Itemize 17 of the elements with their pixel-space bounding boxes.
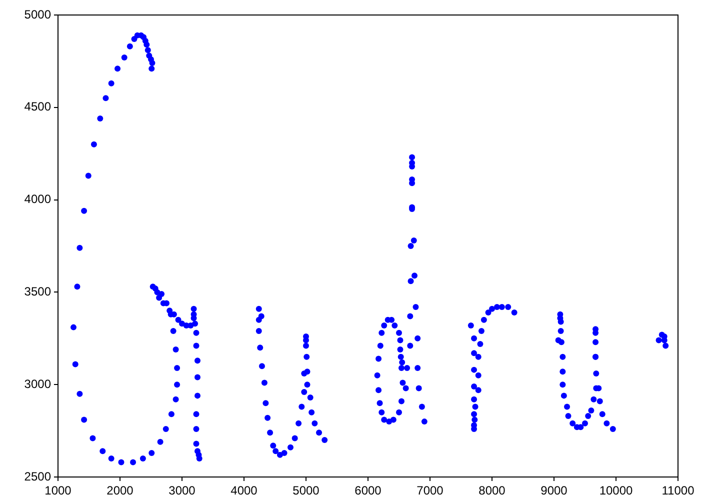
x-tick-label: 9000 [540, 484, 568, 498]
x-tick-label: 10000 [599, 484, 634, 498]
x-tick-label: 4000 [230, 484, 258, 498]
x-tick-label: 2000 [106, 484, 134, 498]
x-tick-label: 5000 [292, 484, 320, 498]
y-tick-label: 2500 [24, 469, 52, 484]
x-tick-label: 3000 [168, 484, 196, 498]
x-tick-label: 6000 [354, 484, 382, 498]
x-tick-label: 11000 [662, 484, 695, 498]
y-tick-label: 4000 [24, 192, 52, 206]
x-tick-label: 7000 [416, 484, 444, 498]
y-tick-label: 4500 [24, 100, 52, 114]
y-tick-label: 3500 [24, 284, 52, 299]
y-tick-label: 5000 [24, 7, 52, 22]
y-tick-label: 3000 [24, 376, 52, 391]
x-tick-label: 8000 [478, 484, 506, 498]
x-tick-label: 1000 [44, 484, 72, 498]
